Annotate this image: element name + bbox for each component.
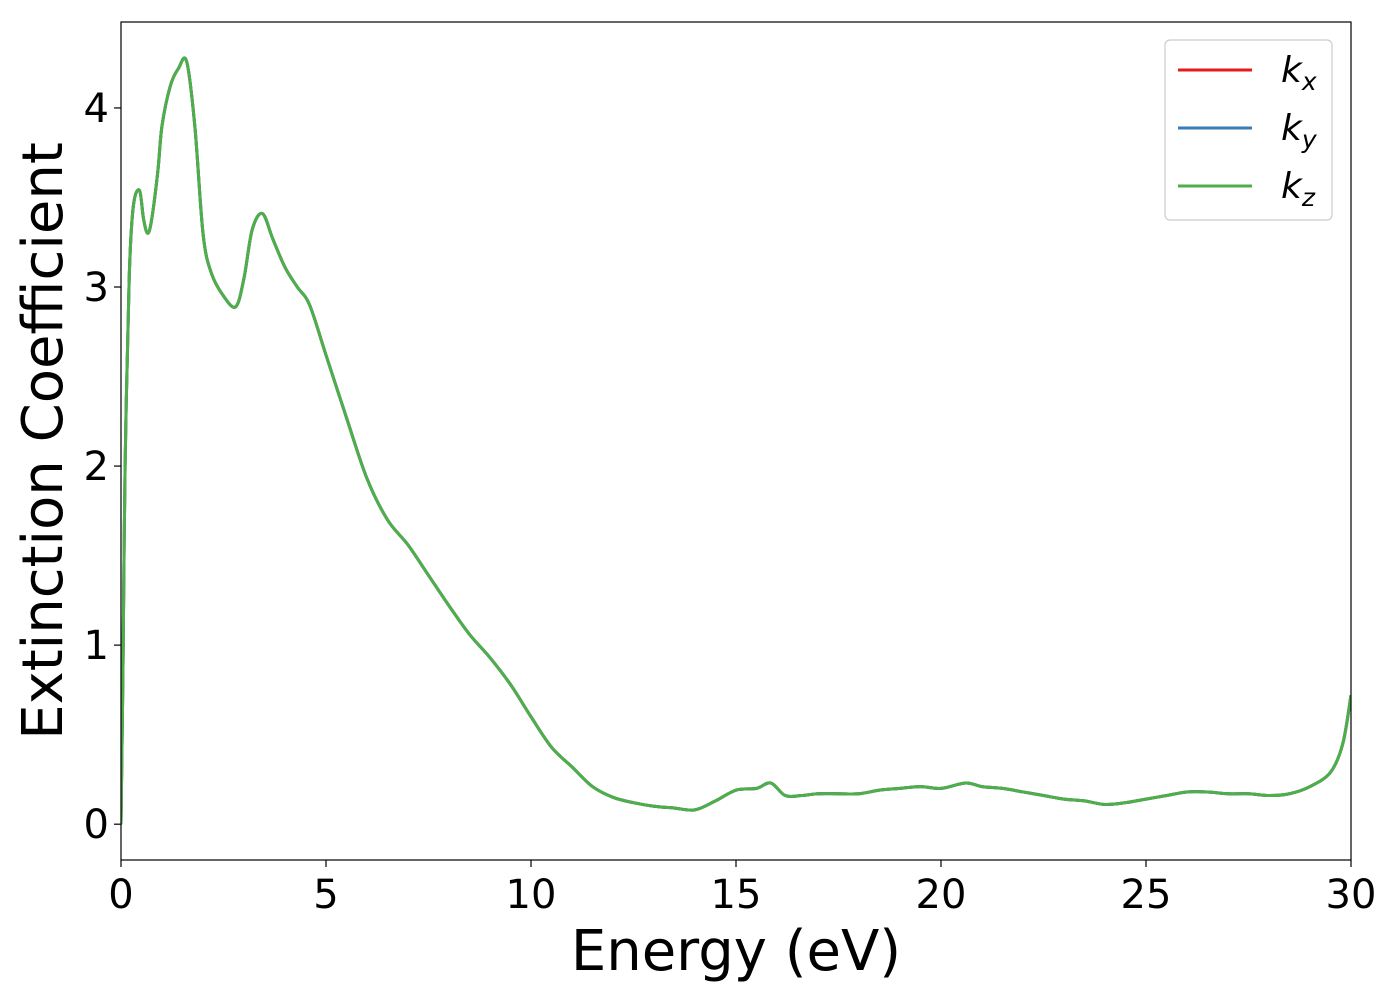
y-tick-label: 0 xyxy=(84,802,109,848)
x-tick-label: 10 xyxy=(506,872,557,918)
y-tick-label: 3 xyxy=(84,265,109,311)
legend-label-k-z: kz xyxy=(1281,166,1316,212)
x-axis-title: Energy (eV) xyxy=(571,919,901,984)
x-tick-label: 30 xyxy=(1326,872,1377,918)
series-layer xyxy=(121,56,1351,825)
legend-label-k-y: ky xyxy=(1281,108,1318,154)
y-axis-ticks: 0 1 2 3 4 xyxy=(84,86,121,848)
x-tick-label: 15 xyxy=(711,872,762,918)
x-tick-label: 25 xyxy=(1121,872,1172,918)
x-axis-ticks: 0 5 10 15 20 25 30 xyxy=(108,860,1376,918)
x-tick-label: 5 xyxy=(313,872,338,918)
y-tick-label: 1 xyxy=(84,623,109,669)
y-tick-label: 2 xyxy=(84,444,109,490)
y-axis-title: Extinction Coefficient xyxy=(11,142,76,740)
legend: kx ky kz xyxy=(1164,39,1333,221)
x-tick-label: 20 xyxy=(916,872,967,918)
y-tick-label: 4 xyxy=(84,86,109,132)
x-tick-label: 0 xyxy=(108,872,133,918)
legend-label-k-x: kx xyxy=(1281,50,1317,96)
legend-box xyxy=(1164,39,1333,221)
series-line-k-z xyxy=(121,56,1351,825)
